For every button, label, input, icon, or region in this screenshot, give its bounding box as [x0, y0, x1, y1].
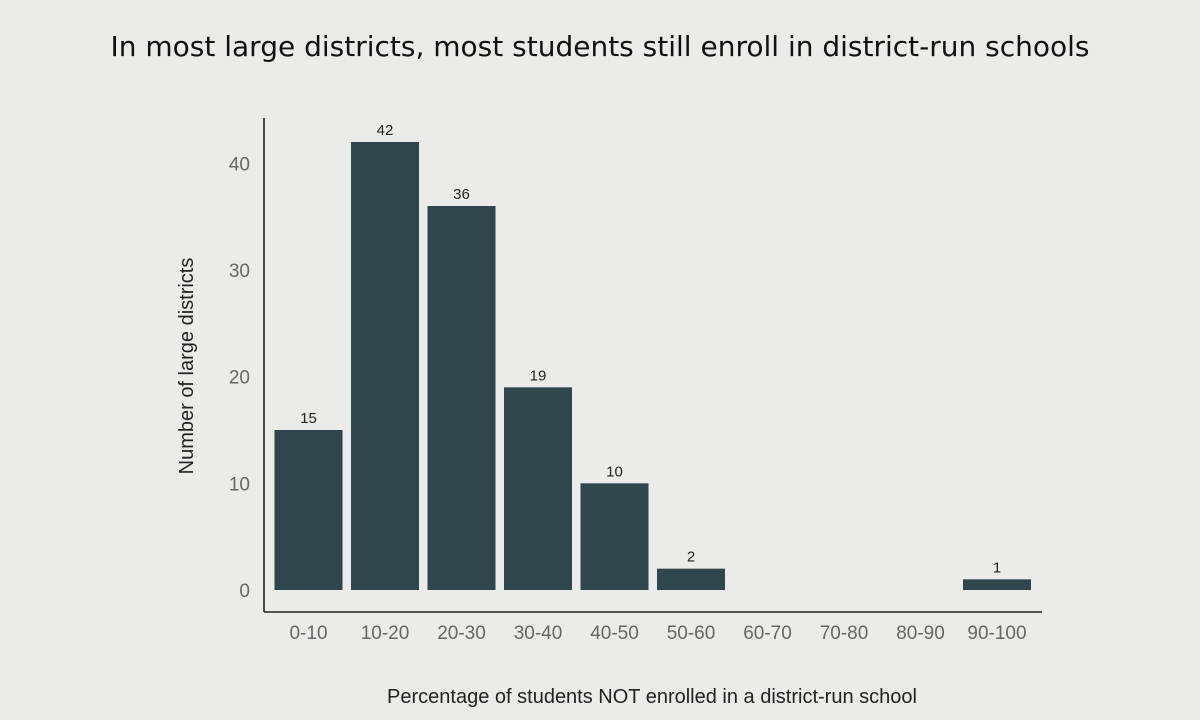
x-tick-label: 90-100 — [967, 623, 1026, 644]
x-tick-label: 40-50 — [590, 623, 639, 644]
x-tick-label: 20-30 — [437, 623, 486, 644]
x-tick-label: 50-60 — [667, 623, 716, 644]
x-tick-label: 0-10 — [289, 623, 327, 644]
x-tick-label: 60-70 — [743, 623, 792, 644]
x-tick-label: 30-40 — [514, 623, 563, 644]
bar-value-label: 42 — [377, 122, 394, 139]
bar — [657, 568, 725, 590]
y-tick-labels: 0 10 20 30 40 — [229, 154, 250, 602]
chart-title: In most large districts, most students s… — [110, 30, 1090, 63]
y-axis-label: Number of large districts — [176, 258, 198, 475]
y-tick-label: 30 — [229, 261, 250, 282]
bar — [963, 579, 1031, 590]
bar-value-label: 19 — [530, 367, 547, 384]
x-tick-label: 70-80 — [820, 623, 869, 644]
x-axis-label: Percentage of students NOT enrolled in a… — [387, 686, 917, 708]
bar — [504, 387, 572, 590]
bar-value-label: 36 — [453, 186, 470, 203]
y-tick-label: 0 — [239, 581, 250, 602]
bar — [427, 206, 496, 590]
bar-value-label: 10 — [606, 463, 623, 480]
y-tick-label: 20 — [229, 368, 250, 389]
x-tick-label: 10-20 — [361, 623, 410, 644]
bars — [274, 142, 1031, 590]
y-tick-label: 10 — [229, 474, 250, 495]
y-tick-label: 40 — [229, 154, 250, 175]
bar-value-label: 1 — [993, 559, 1001, 576]
bar — [274, 430, 343, 590]
x-tick-labels: 0-10 10-20 20-30 30-40 40-50 50-60 60-70 70-80 8… — [289, 623, 1026, 644]
bar-value-labels: 15 42 36 19 10 2 1 — [300, 122, 1001, 576]
bar — [580, 483, 649, 590]
bar — [351, 142, 419, 590]
bar-value-label: 15 — [300, 410, 317, 427]
x-tick-label: 80-90 — [896, 623, 945, 644]
bar-value-label: 2 — [687, 549, 695, 566]
